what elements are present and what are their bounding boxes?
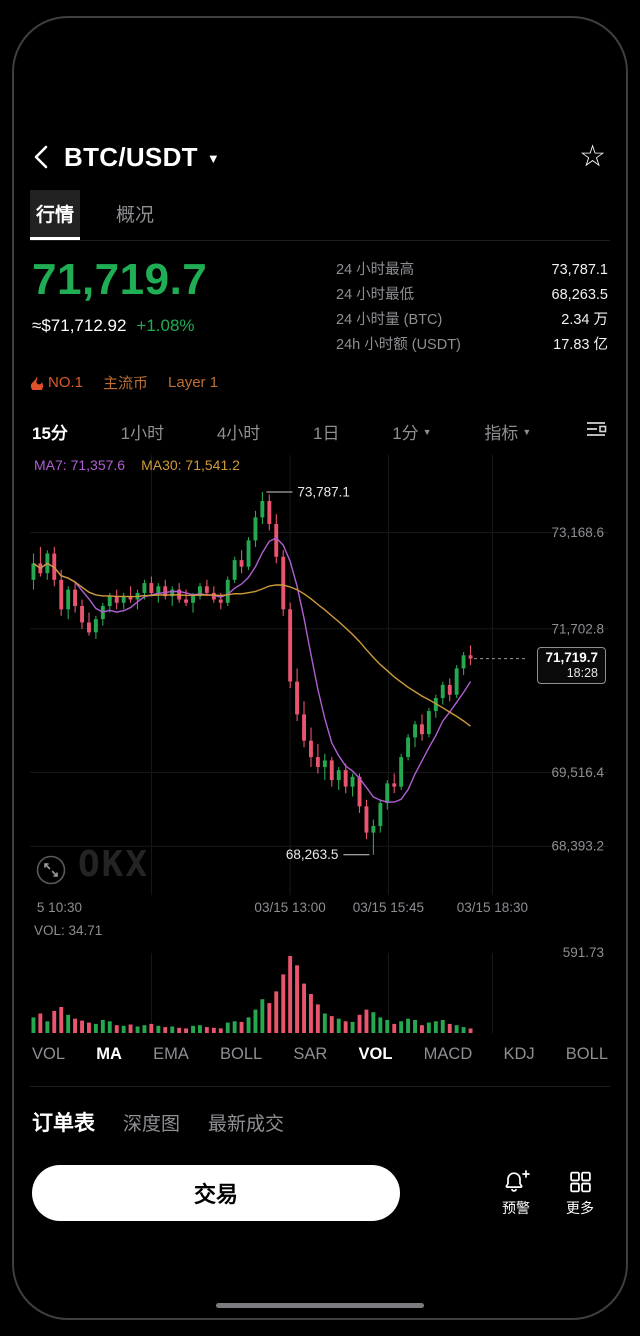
timeframe-row: 15分 1小时 4小时 1日 1分 ▼ 指标 ▼ [30,417,610,446]
ma30-label: MA30: 71,541.2 [141,457,240,473]
last-price: 71,719.7 [32,255,208,304]
timeframe-4h[interactable]: 4小时 [216,424,261,443]
fullscreen-expand-icon[interactable] [36,855,66,885]
pair-selector[interactable]: BTC/USDT ▼ [64,142,220,173]
app-screen: BTC/USDT ▼ ☆ 行情 概况 71,719.7 ≈$71,712.92 … [14,18,626,1318]
indicator-dropdown[interactable]: 指标 ▼ [484,419,531,444]
bell-plus-icon [505,1169,530,1192]
tag-label: 主流币 [103,375,149,392]
svg-text:69,516.4: 69,516.4 [551,765,604,780]
indicator-tab-vol[interactable]: VOL [32,1045,66,1063]
indicator-tab-ma[interactable]: MA [96,1045,122,1063]
vol-axis-label: 591.73 [562,945,604,960]
svg-text:73,168.6: 73,168.6 [551,525,604,540]
indicator-tab-ema[interactable]: EMA [153,1045,189,1063]
indicator-tab-boll2[interactable]: BOLL [565,1045,608,1063]
tab-quotes[interactable]: 行情 [30,190,81,240]
stat-row: 24h 小时额 (USDT) 17.83 亿 [336,333,608,358]
timeframe-1h[interactable]: 1小时 [120,424,165,443]
stat-value: 68,263.5 [551,287,608,303]
page-tabs: 行情 概况 [30,190,610,241]
tag-label: NO.1 [48,374,84,391]
okx-watermark: OKX [78,844,150,885]
tag-label: Layer 1 [168,374,219,391]
favorite-star-icon[interactable]: ☆ [579,140,606,173]
indicator-tab-kdj[interactable]: KDJ [503,1045,535,1063]
badge-time: 18:28 [566,666,598,680]
stat-row: 24 小时量 (BTC) 2.34 万 [336,308,608,333]
action-bar: 交易 预警 更多 [30,1165,610,1221]
more-button[interactable]: 更多 [552,1169,608,1218]
orderbook-tabs: 订单表 深度图 最新成交 [30,1087,610,1149]
volume-chart[interactable]: VOL: 34.71 591.73 [30,921,608,1033]
stat-label: 24 小时最高 [336,262,415,278]
alert-label: 预警 [502,1199,530,1216]
stat-label: 24 小时量 (BTC) [336,312,443,328]
stat-value: 17.83 亿 [553,337,608,353]
fiat-price: ≈$71,712.92 [32,316,127,335]
tab-order-book[interactable]: 订单表 [32,1112,95,1135]
svg-text:73,787.1: 73,787.1 [297,485,350,500]
stat-label: 24 小时最低 [336,287,415,303]
timeframe-15m[interactable]: 15分 [32,424,68,443]
chevron-down-icon: ▼ [522,426,532,437]
indicator-tab-macd[interactable]: MACD [423,1045,473,1063]
svg-text:68,393.2: 68,393.2 [551,839,604,854]
svg-text:68,263.5: 68,263.5 [286,847,339,862]
last-price-badge: 71,719.7 18:28 [537,647,606,684]
x-axis-row: 5 10:30 03/15 13:00 03/15 15:45 03/15 18:30 [30,895,608,919]
timeframe-label: 1分 [392,424,419,443]
chevron-down-icon: ▼ [206,151,220,166]
indicator-tab-boll[interactable]: BOLL [220,1045,263,1063]
flame-icon [30,376,44,390]
stat-value: 73,787.1 [551,262,608,278]
section-divider [30,1086,610,1087]
stat-row: 24 小时最低 68,263.5 [336,283,608,308]
tag-mainstream[interactable]: 主流币 [103,372,148,393]
tags-row: NO.1 主流币 Layer 1 [30,372,610,393]
app-header: BTC/USDT ▼ ☆ [30,134,610,180]
svg-text:71,702.8: 71,702.8 [551,621,604,636]
stat-value: 2.34 万 [561,312,608,328]
change-percent: +1.08% [136,316,195,335]
timeframe-1m-dropdown[interactable]: 1分 ▼ [392,419,431,444]
tab-depth-chart[interactable]: 深度图 [123,1114,181,1135]
vol-label: VOL: 34.71 [34,923,103,938]
trade-button[interactable]: 交易 [32,1165,400,1221]
x-axis-label: 03/15 18:30 [456,900,529,915]
tab-latest-trades[interactable]: 最新成交 [208,1114,285,1135]
pair-title: BTC/USDT [64,141,198,172]
chevron-down-icon: ▼ [422,426,432,437]
indicator-tab-vol2[interactable]: VOL [358,1045,393,1063]
stats-panel: 24 小时最高 73,787.1 24 小时最低 68,263.5 24 小时量… [336,255,608,358]
phone-frame: BTC/USDT ▼ ☆ 行情 概况 71,719.7 ≈$71,712.92 … [12,16,628,1320]
timeframe-1d[interactable]: 1日 [313,424,340,443]
alert-button[interactable]: 预警 [488,1169,544,1218]
candlestick-chart[interactable]: MA7: 71,357.6 MA30: 71,541.2 73,787.1 68,… [30,455,608,919]
back-chevron-icon [34,145,48,169]
tab-overview[interactable]: 概况 [116,205,155,226]
ma-labels: MA7: 71,357.6 MA30: 71,541.2 [34,457,240,473]
back-button[interactable] [30,140,64,174]
x-axis-label: 5 10:30 [36,900,82,915]
x-axis-label: 03/15 15:45 [352,900,425,915]
price-section: 71,719.7 ≈$71,712.92 +1.08% 24 小时最高 73,7… [30,241,610,362]
grid-icon [569,1171,591,1192]
ma7-label: MA7: 71,357.6 [34,457,126,473]
indicator-tab-sar[interactable]: SAR [293,1045,328,1063]
chart-settings-icon[interactable] [584,417,608,446]
home-indicator[interactable] [216,1303,424,1308]
tag-layer1[interactable]: Layer 1 [168,374,218,391]
stat-row: 24 小时最高 73,787.1 [336,258,608,283]
price-block: 71,719.7 ≈$71,712.92 +1.08% [32,255,207,358]
hot-rank-tag[interactable]: NO.1 [30,374,83,391]
stat-label: 24h 小时额 (USDT) [336,337,461,353]
more-label: 更多 [566,1199,594,1216]
indicator-dropdown-label: 指标 [484,424,519,443]
badge-price: 71,719.7 [545,650,598,665]
x-axis-label: 03/15 13:00 [254,900,326,915]
indicator-tabs: VOL MA EMA BOLL SAR VOL MACD KDJ BOLL [30,1039,610,1070]
